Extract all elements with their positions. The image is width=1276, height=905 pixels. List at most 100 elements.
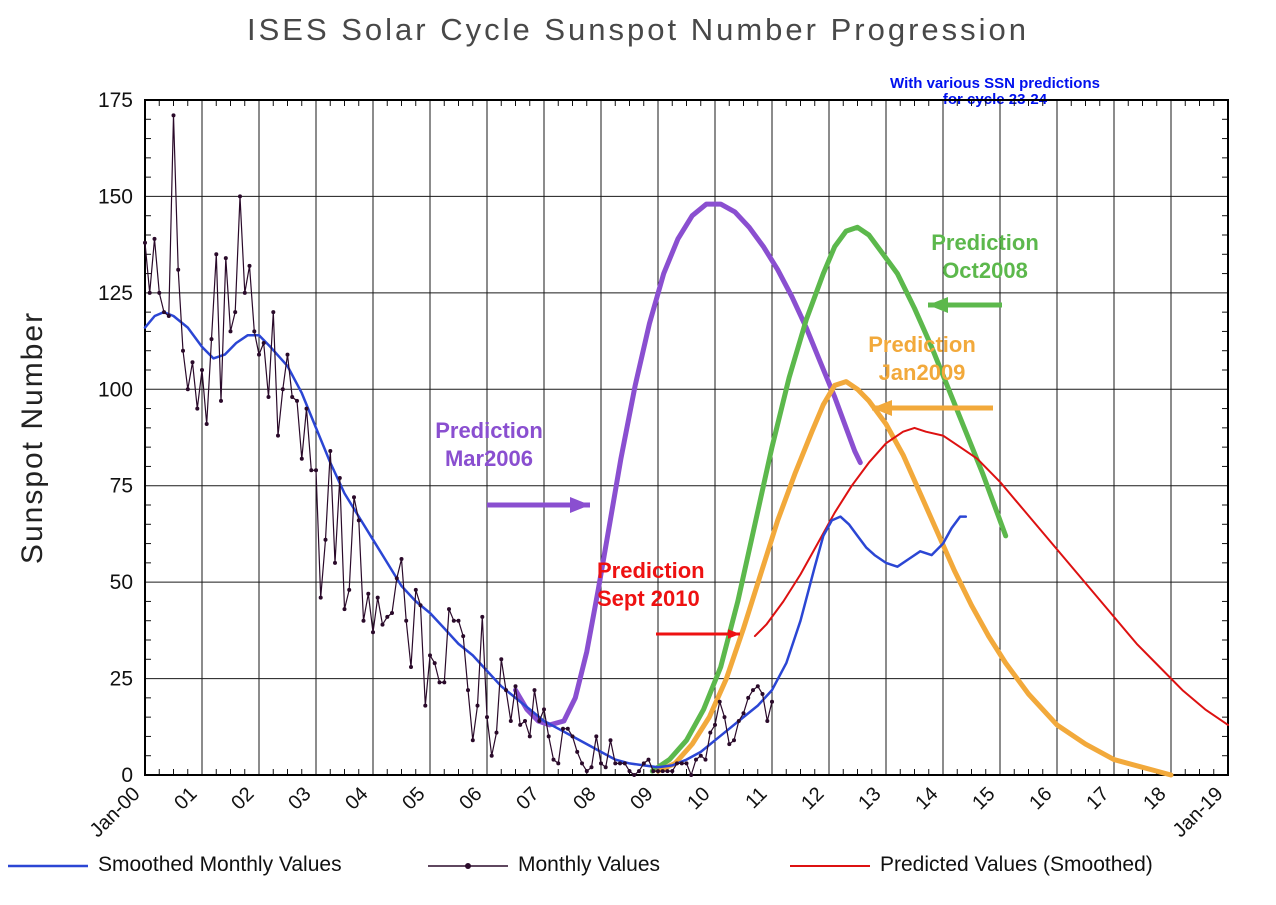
annotation-text: Prediction	[435, 418, 543, 443]
data-point-marker	[162, 310, 166, 315]
subtitle-line1: With various SSN predictions	[890, 75, 1100, 92]
data-point-marker	[765, 719, 770, 723]
series-prediction-oct2008	[649, 224, 1009, 774]
data-point-marker	[171, 113, 176, 118]
series-predicted-values-smoothed-sept-2010	[753, 426, 1229, 726]
data-point-marker	[466, 688, 470, 693]
data-point-marker	[698, 753, 703, 758]
data-point-marker	[732, 738, 736, 743]
y-tick-label: 50	[110, 571, 133, 594]
data-point-marker	[665, 769, 670, 774]
data-point-marker	[380, 622, 385, 627]
data-point-marker	[713, 722, 717, 727]
data-point-marker	[608, 738, 613, 743]
data-point-marker	[409, 665, 413, 669]
data-point-marker	[755, 684, 760, 689]
data-point-marker	[475, 703, 480, 708]
page-title: ISES Solar Cycle Sunspot Number Progress…	[246, 12, 1029, 47]
data-point-marker	[247, 263, 252, 268]
y-tick-label: 0	[121, 764, 133, 787]
data-point-marker	[751, 688, 755, 693]
data-point-marker	[722, 715, 727, 720]
data-point-marker	[447, 607, 451, 612]
data-point-marker	[166, 314, 171, 318]
data-point-marker	[575, 749, 580, 754]
data-point-marker	[147, 290, 152, 295]
data-point-marker	[770, 699, 774, 704]
data-point-marker	[584, 769, 589, 774]
x-tick-label: Jan-19	[1169, 783, 1228, 842]
legend-swatch-smoothed-line	[8, 859, 88, 871]
legend-swatch-predicted-line	[790, 859, 870, 871]
x-tick-label: 15	[968, 783, 999, 814]
data-point-marker	[404, 618, 409, 623]
data-point-marker	[480, 614, 485, 619]
data-point-marker	[261, 341, 266, 345]
x-tick-label: 08	[569, 783, 600, 814]
x-tick-label: 16	[1025, 783, 1056, 814]
x-tick-label: Jan-00	[86, 783, 145, 842]
data-point-marker	[309, 468, 314, 473]
data-point-marker	[532, 688, 537, 693]
data-point-marker	[513, 684, 518, 689]
data-point-marker	[394, 576, 399, 581]
data-point-marker	[257, 352, 261, 357]
data-point-marker	[537, 719, 542, 723]
series-prediction-mar2006	[513, 201, 863, 728]
annotation-text: Sept 2010	[597, 586, 700, 611]
data-point-marker	[485, 715, 489, 720]
data-point-marker	[304, 406, 309, 411]
data-point-marker	[494, 730, 499, 735]
data-point-marker	[556, 761, 561, 766]
y-tick-label: 75	[110, 475, 133, 498]
data-point-marker	[176, 267, 181, 272]
data-point-marker	[703, 757, 708, 762]
y-axis-label: Sunspot Number	[16, 311, 49, 564]
data-point-marker	[290, 395, 295, 399]
data-point-marker	[675, 761, 679, 766]
data-point-marker	[603, 765, 608, 770]
data-point-marker	[371, 630, 375, 635]
x-tick-label: 09	[626, 783, 657, 814]
data-point-marker	[589, 765, 594, 770]
annotation-text: Prediction	[597, 558, 705, 583]
series-prediction-jan2009	[655, 379, 1174, 778]
y-tick-label: 25	[110, 668, 133, 691]
annotation-text: Prediction	[868, 332, 976, 357]
data-point-marker	[489, 753, 494, 758]
legend-label-smoothed: Smoothed Monthly Values	[98, 853, 342, 876]
data-point-marker	[527, 734, 532, 739]
x-tick-label: 14	[911, 783, 942, 814]
data-point-marker	[356, 518, 361, 523]
data-point-marker	[594, 734, 599, 739]
data-point-marker	[285, 352, 290, 357]
data-point-marker	[499, 657, 504, 662]
data-point-marker	[580, 761, 584, 766]
data-point-marker	[428, 653, 432, 658]
data-point-marker	[242, 290, 247, 295]
data-point-marker	[656, 769, 660, 774]
data-point-marker	[561, 726, 565, 731]
data-point-marker	[694, 757, 698, 762]
x-tick-label: 06	[455, 783, 486, 814]
data-point-marker	[565, 726, 570, 731]
data-point-marker	[613, 761, 618, 766]
legend-label-predicted: Predicted Values (Smoothed)	[880, 853, 1153, 876]
data-point-marker	[266, 395, 271, 399]
data-point-marker	[366, 591, 371, 596]
data-point-marker	[181, 348, 185, 353]
x-tick-label: 03	[284, 783, 315, 814]
data-point-marker	[632, 773, 637, 777]
chart-area: 0 25 50 75 100 125 150 175 Jan-00 01 02 03 04 05 06 07 0…	[16, 89, 1229, 842]
annotation-text: Jan2009	[879, 360, 966, 385]
data-point-marker	[361, 618, 366, 623]
data-point-marker	[437, 680, 442, 685]
data-point-marker	[689, 773, 694, 777]
data-point-marker	[200, 368, 204, 372]
data-point-marker	[518, 722, 523, 727]
data-point-marker	[717, 699, 722, 704]
data-point-marker	[185, 387, 190, 392]
data-point-marker	[228, 329, 233, 334]
annotation-text: Prediction	[931, 230, 1039, 255]
data-point-marker	[233, 310, 238, 315]
